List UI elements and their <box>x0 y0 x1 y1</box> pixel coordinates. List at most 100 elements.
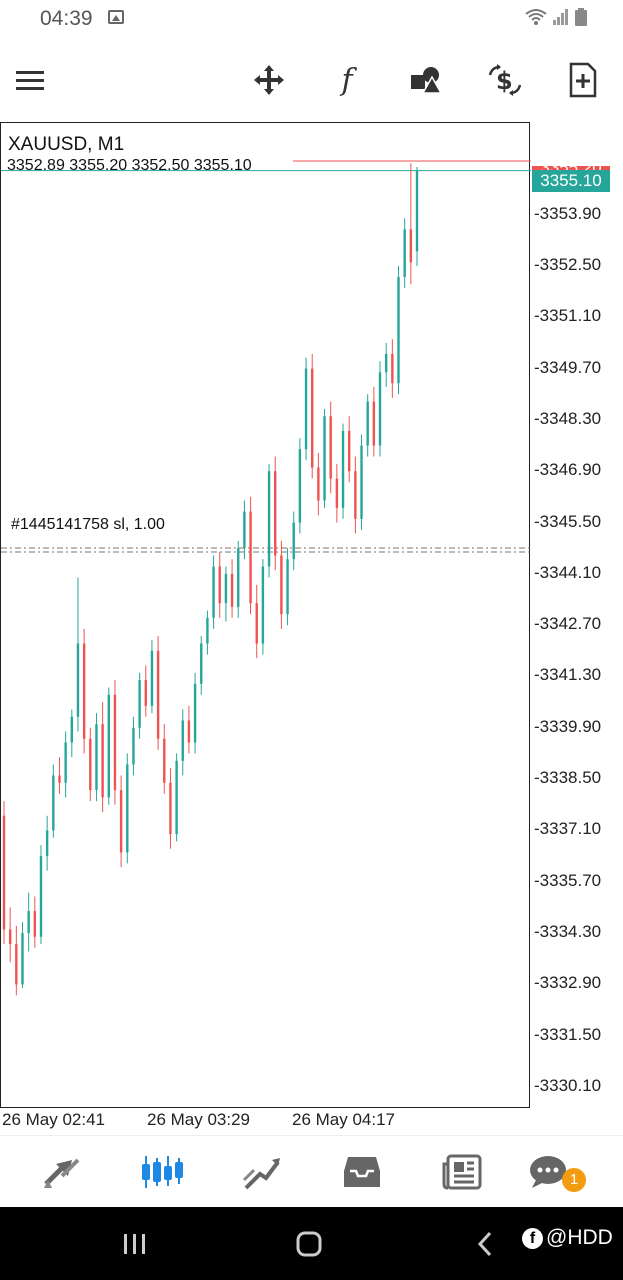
stop-loss-order-label[interactable]: #1445141758 sl, 1.00 <box>11 516 165 533</box>
candle-body <box>95 724 98 791</box>
candle-body <box>341 430 345 508</box>
gallery-notification-icon <box>108 10 124 24</box>
crosshair-move-icon[interactable] <box>249 60 289 100</box>
price-tick: -3331.50 <box>534 1024 602 1044</box>
candle-body <box>261 566 265 644</box>
candle-body <box>409 229 413 263</box>
candle-body <box>347 430 351 472</box>
price-tick: -3339.90 <box>534 716 602 736</box>
candle-body <box>181 720 184 761</box>
watermark-text: @HDD <box>546 1226 613 1249</box>
svg-text:$: $ <box>496 67 513 95</box>
time-axis: 26 May 02:41 26 May 03:29 26 May 04:17 <box>0 1108 623 1132</box>
candle-body <box>360 445 363 519</box>
candle-body <box>89 738 92 791</box>
candle-body <box>255 603 258 644</box>
trade-icon[interactable]: $ <box>485 60 525 100</box>
messages-icon[interactable] <box>526 1150 570 1194</box>
candle-body <box>187 720 191 743</box>
price-tick: -3348.30 <box>534 408 602 428</box>
candle-body <box>150 650 154 706</box>
candle-body <box>206 617 209 644</box>
ohlc-readout: 3352.89 3355.20 3352.50 3355.10 <box>7 157 252 174</box>
signal-icon <box>553 9 568 25</box>
candle-body <box>132 727 135 765</box>
candle-body <box>397 276 400 384</box>
price-tick: -3330.10 <box>534 1076 602 1095</box>
candle-body <box>175 760 178 835</box>
candle-body <box>218 566 221 604</box>
time-tick: 26 May 02:41 <box>2 1110 106 1129</box>
back-icon[interactable] <box>470 1227 500 1261</box>
price-tick: -3353.90 <box>534 203 602 223</box>
chart-area[interactable] <box>0 122 531 1108</box>
candle-body <box>8 929 12 945</box>
price-tick: -3342.70 <box>534 614 602 634</box>
price-tick: -3334.30 <box>534 922 602 942</box>
bottom-navigation <box>0 1135 623 1208</box>
candle-body <box>384 353 388 373</box>
bid-price-tag: 3355.10 <box>532 170 610 192</box>
new-order-icon[interactable] <box>563 60 603 100</box>
candle-body <box>107 694 110 798</box>
candle-body <box>274 471 277 556</box>
facebook-icon: f <box>522 1227 543 1249</box>
status-time: 04:39 <box>40 7 93 30</box>
candle-body <box>169 782 172 835</box>
price-tick: -3341.30 <box>534 665 602 685</box>
candle-body <box>403 229 406 277</box>
candle-body <box>304 368 308 450</box>
candle-body <box>119 790 123 853</box>
candle-body <box>101 724 104 798</box>
messages-badge: 1 <box>562 1168 586 1192</box>
candle-body <box>2 815 6 930</box>
candle-body <box>317 467 320 501</box>
candle-body <box>45 830 49 857</box>
candle-body <box>163 738 166 783</box>
price-tick: -3344.10 <box>534 562 602 582</box>
price-tick: -3338.50 <box>534 768 602 788</box>
candle-body <box>82 643 86 739</box>
candle-body <box>323 416 326 501</box>
candle-body <box>243 511 246 549</box>
wifi-icon <box>525 9 547 25</box>
candle-body <box>366 401 369 446</box>
candle-body <box>329 416 332 479</box>
candle-body <box>76 643 80 717</box>
candle-body <box>224 573 228 604</box>
home-icon[interactable] <box>294 1227 324 1261</box>
chart-icon[interactable] <box>140 1150 184 1194</box>
quotes-icon[interactable] <box>40 1150 84 1194</box>
candle-body <box>230 573 234 607</box>
price-axis: -3353.90 -3352.50 -3351.10 -3349.70 -3348.30… <box>530 122 623 1108</box>
candle-body <box>280 555 283 615</box>
candle-body <box>354 471 357 519</box>
news-icon[interactable] <box>440 1150 484 1194</box>
candle-body <box>298 449 302 523</box>
menu-icon[interactable] <box>10 60 50 100</box>
candle-body <box>15 944 18 985</box>
indicators-icon[interactable]: f <box>341 62 353 98</box>
price-tick: -3337.10 <box>534 819 602 839</box>
price-tick: -3351.10 <box>534 306 602 326</box>
recent-apps-icon[interactable] <box>120 1227 150 1261</box>
candle-body <box>237 548 240 607</box>
candle-body <box>311 368 314 468</box>
candle-body <box>64 742 67 783</box>
chart-symbol-title: XAUUSD, M1 <box>8 134 125 155</box>
trade-nav-icon[interactable] <box>240 1150 284 1194</box>
candle-body <box>52 775 55 831</box>
candlestick-chart <box>1 160 531 996</box>
price-tick: -3352.50 <box>534 254 602 274</box>
candle-body <box>193 683 197 743</box>
price-tick: -3346.90 <box>534 460 602 480</box>
candle-body <box>138 680 141 728</box>
history-icon[interactable] <box>340 1150 384 1194</box>
candle-body <box>212 566 215 618</box>
battery-icon <box>575 8 587 26</box>
objects-icon[interactable] <box>406 60 446 100</box>
chart-toolbar: f $ <box>0 40 623 120</box>
candle-body <box>156 650 160 739</box>
candle-body <box>378 372 382 446</box>
price-tick: -3345.50 <box>534 511 602 531</box>
